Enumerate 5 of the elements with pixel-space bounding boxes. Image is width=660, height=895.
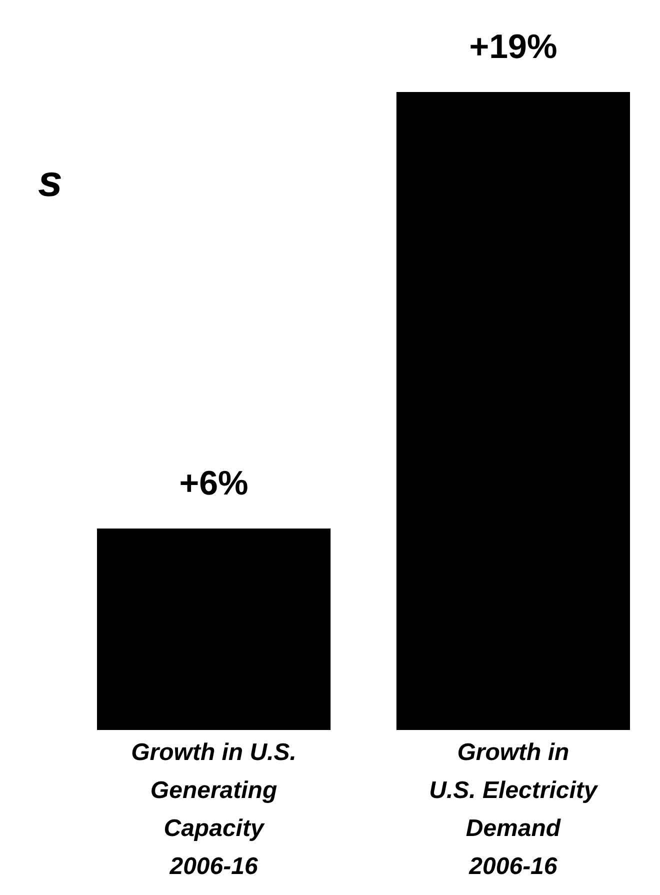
x-tick-label: Growth in U.S. Generating Capacity 2006-16 — [131, 739, 296, 880]
text: s — [38, 157, 62, 206]
data-label: +19% — [469, 28, 558, 66]
x-tick-label: Growth in U.S. Electricity Demand 2006-16 — [429, 739, 599, 880]
data-label: +6% — [179, 464, 248, 503]
